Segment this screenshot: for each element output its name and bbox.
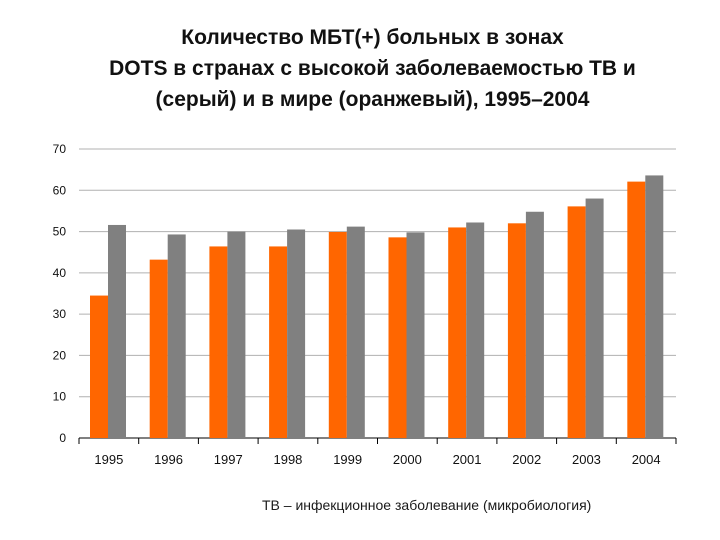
x-tick-label: 2003 [572,452,601,467]
y-tick-label: 10 [53,390,67,404]
x-tick-label: 1995 [94,452,123,467]
x-tick-label: 2002 [512,452,541,467]
x-tick-label: 2000 [393,452,422,467]
x-tick-label: 1999 [333,452,362,467]
x-tick-label: 2004 [632,452,661,467]
bar-world [90,295,108,438]
bar-world [269,246,288,438]
bar-world [567,206,586,438]
y-tick-label: 40 [53,266,67,280]
bar-world [627,181,646,438]
bar-high-burden [466,222,485,438]
bar-world [149,259,168,438]
x-tick-label: 2001 [453,452,482,467]
title-line-3: (серый) и в мире (оранжевый), 1995–2004 [155,88,590,111]
bar-high-burden [287,229,306,438]
bar-world [448,227,467,438]
bar-world [388,237,407,438]
title-line-2: DOTS в странах с высокой заболеваемостью… [109,57,636,80]
y-tick-label: 20 [53,348,67,362]
y-tick-label: 0 [59,431,66,445]
y-tick-label: 60 [53,183,67,197]
bar-world [328,231,347,438]
bar-high-burden [346,226,365,438]
bar-high-burden [108,224,126,438]
chart-title: Количество МБТ(+) больных в зонах DOTS в… [40,22,705,115]
y-tick-label: 30 [53,307,67,321]
bar-high-burden [406,232,425,438]
bar-high-burden [525,211,544,438]
footnote: ТВ – инфекционное заболевание (микробиол… [262,497,592,513]
title-line-1: Количество МБТ(+) больных в зонах [181,26,564,49]
bar-high-burden [585,198,604,438]
y-tick-label: 70 [53,142,67,156]
bar-high-burden [227,231,246,438]
bar-world [209,246,228,438]
x-tick-label: 1996 [154,452,183,467]
bar-high-burden [645,175,664,438]
x-tick-label: 1997 [214,452,243,467]
bar-world [507,223,526,438]
y-tick-label: 50 [53,225,67,239]
x-tick-label: 1998 [273,452,302,467]
bar-high-burden [167,234,186,438]
